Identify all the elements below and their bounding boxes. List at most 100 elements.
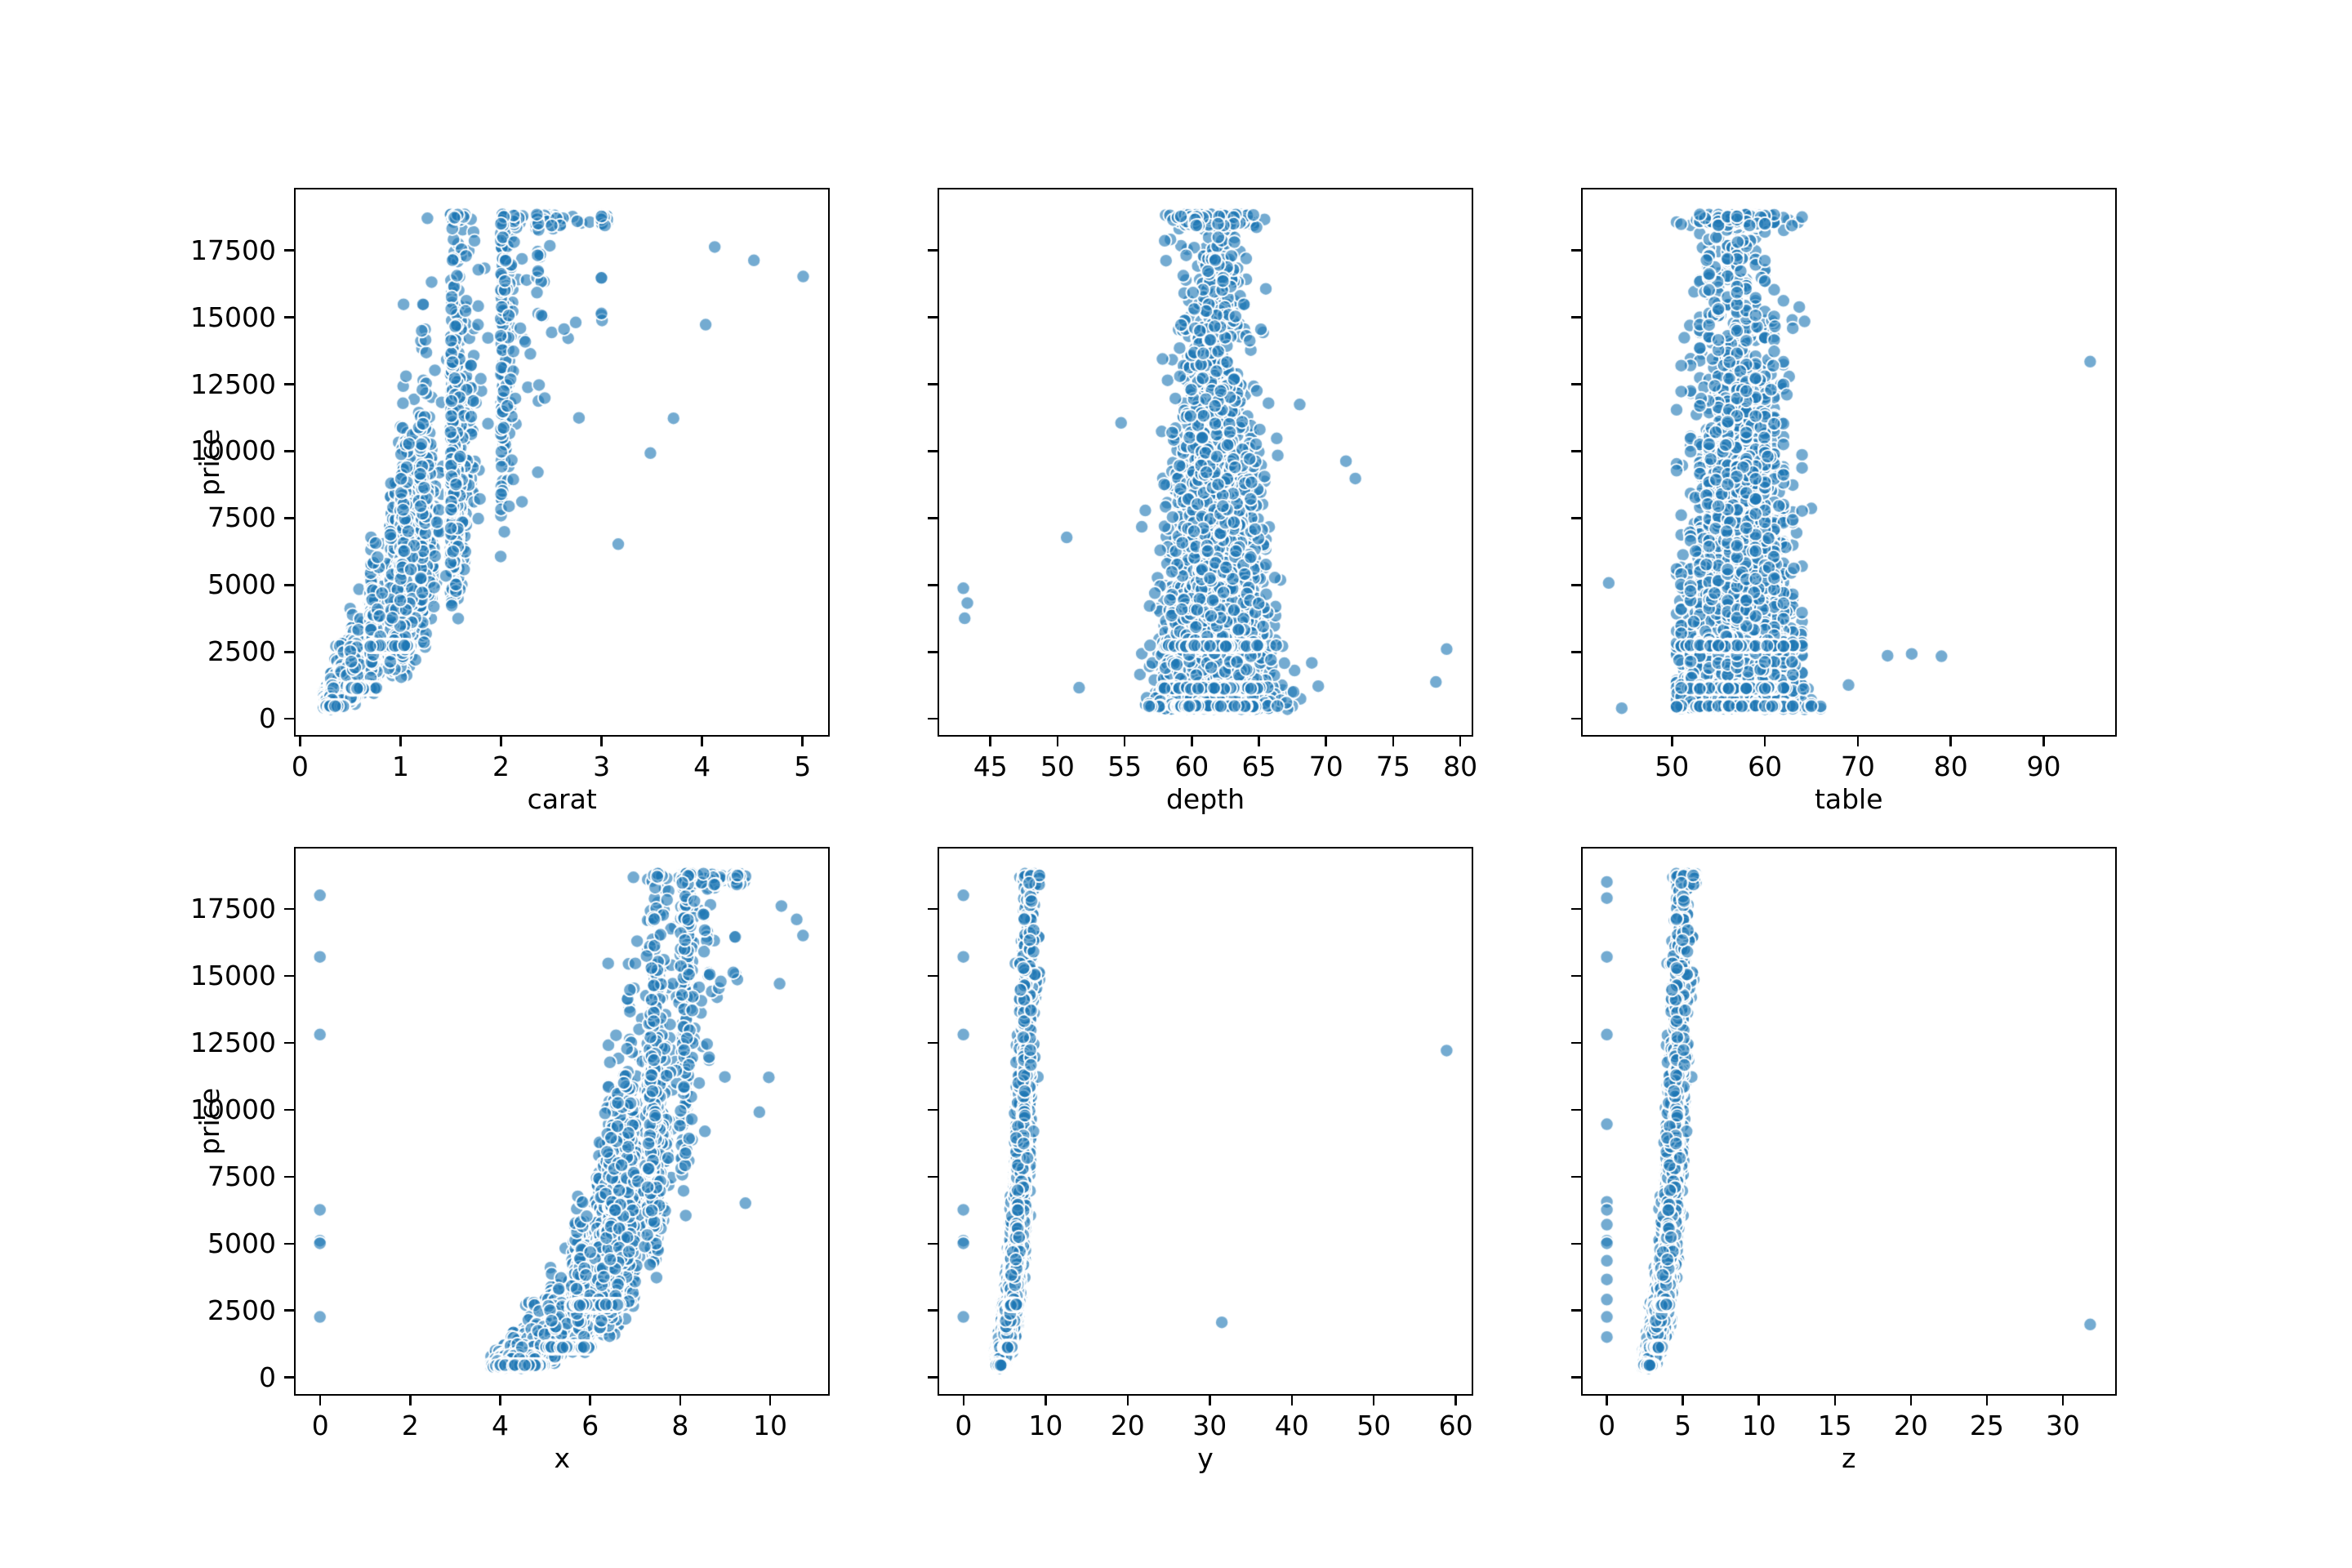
x-tick-label: 10 xyxy=(1741,1409,1776,1441)
x-axis-label-x: x xyxy=(554,1441,570,1474)
y-tick-mark xyxy=(927,717,938,720)
y-tick-mark xyxy=(284,584,294,586)
y-tick-label: 7500 xyxy=(207,1160,276,1192)
y-tick-mark xyxy=(1570,1041,1581,1045)
x-tick-mark xyxy=(1045,1395,1047,1405)
x-tick-mark xyxy=(701,737,703,747)
panel-price-vs-x xyxy=(294,846,831,1396)
y-tick-label: 2500 xyxy=(207,1294,276,1326)
x-tick-label: 45 xyxy=(973,751,1008,783)
y-tick-label: 10000 xyxy=(190,1093,276,1125)
y-tick-label: 12500 xyxy=(190,1026,276,1058)
panel-price-vs-y xyxy=(937,846,1474,1396)
x-tick-mark xyxy=(1290,1395,1293,1405)
x-tick-mark xyxy=(1985,1395,1989,1405)
x-tick-mark xyxy=(1459,737,1462,747)
y-tick-mark xyxy=(284,316,294,318)
y-tick-mark xyxy=(927,1041,938,1045)
x-tick-mark xyxy=(318,1395,322,1405)
y-tick-mark xyxy=(284,1041,294,1045)
x-tick-label: 25 xyxy=(1969,1409,2004,1441)
y-tick-mark xyxy=(284,450,294,452)
x-tick-mark xyxy=(2061,1395,2065,1405)
x-axis-label-z: z xyxy=(1842,1441,1856,1474)
x-tick-label: 2 xyxy=(401,1409,419,1441)
y-tick-mark xyxy=(927,974,938,978)
y-tick-mark xyxy=(284,383,294,385)
x-tick-mark xyxy=(499,1395,501,1405)
y-tick-label: 15000 xyxy=(190,959,276,991)
x-axis-label-depth: depth xyxy=(1165,783,1245,816)
x-tick-mark xyxy=(1606,1395,1608,1405)
y-tick-mark xyxy=(284,1376,294,1379)
x-tick-label: 0 xyxy=(311,1409,329,1441)
x-tick-label: 80 xyxy=(1933,751,1968,783)
panel-price-vs-carat xyxy=(294,188,831,737)
x-tick-label: 55 xyxy=(1107,751,1143,783)
y-tick-label: 7500 xyxy=(207,501,276,534)
x-tick-mark xyxy=(1454,1395,1457,1405)
x-tick-mark xyxy=(409,1395,412,1405)
x-tick-label: 70 xyxy=(1840,751,1875,783)
y-tick-mark xyxy=(927,584,938,586)
y-tick-mark xyxy=(1570,907,1581,911)
x-tick-label: 0 xyxy=(1598,1409,1616,1441)
x-tick-mark xyxy=(1833,1395,1837,1405)
y-tick-mark xyxy=(927,383,938,385)
y-tick-label: 2500 xyxy=(207,635,276,668)
y-tick-mark xyxy=(1570,1309,1581,1312)
x-tick-label: 10 xyxy=(1028,1409,1063,1441)
y-tick-label: 5000 xyxy=(207,1227,276,1259)
x-tick-mark xyxy=(801,737,804,747)
x-tick-label: 60 xyxy=(1748,751,1783,783)
x-tick-label: 1 xyxy=(391,751,409,783)
x-tick-mark xyxy=(1056,737,1059,747)
x-tick-mark xyxy=(1909,1395,1913,1405)
y-tick-mark xyxy=(927,1242,938,1245)
scatter-canvas-carat xyxy=(296,189,827,735)
y-tick-mark xyxy=(284,1309,294,1312)
x-tick-mark xyxy=(1191,737,1193,747)
x-tick-label: 60 xyxy=(1438,1409,1473,1441)
y-tick-label: 12500 xyxy=(190,368,276,400)
panel-price-vs-table xyxy=(1580,188,2117,737)
y-tick-mark xyxy=(927,1376,938,1379)
x-tick-mark xyxy=(1325,737,1327,747)
x-tick-mark xyxy=(589,1395,591,1405)
y-tick-mark xyxy=(927,517,938,519)
y-tick-mark xyxy=(284,517,294,519)
y-tick-mark xyxy=(284,907,294,911)
y-tick-mark xyxy=(927,1309,938,1312)
x-tick-label: 70 xyxy=(1308,751,1343,783)
x-tick-label: 50 xyxy=(1356,1409,1392,1441)
x-tick-label: 2 xyxy=(492,751,510,783)
y-tick-mark xyxy=(927,249,938,252)
y-tick-mark xyxy=(284,651,294,653)
x-tick-mark xyxy=(1372,1395,1375,1405)
x-tick-label: 3 xyxy=(593,751,611,783)
x-axis-label-y: y xyxy=(1197,1441,1214,1474)
y-tick-mark xyxy=(1570,717,1581,720)
panel-price-vs-depth xyxy=(937,188,1474,737)
y-tick-mark xyxy=(1570,517,1581,519)
x-tick-mark xyxy=(1757,1395,1760,1405)
scatter-canvas-table xyxy=(1582,189,2114,735)
y-tick-mark xyxy=(1570,974,1581,978)
y-tick-mark xyxy=(284,1242,294,1245)
scatter-canvas-y xyxy=(938,848,1471,1393)
y-tick-mark xyxy=(284,249,294,252)
x-tick-mark xyxy=(679,1395,682,1405)
x-tick-label: 5 xyxy=(1674,1409,1692,1441)
x-tick-label: 15 xyxy=(1817,1409,1852,1441)
x-tick-label: 5 xyxy=(794,751,812,783)
y-tick-label: 0 xyxy=(259,702,276,735)
panel-price-vs-z xyxy=(1580,846,2117,1396)
x-tick-label: 10 xyxy=(753,1409,787,1441)
y-tick-mark xyxy=(1570,1175,1581,1178)
x-tick-label: 8 xyxy=(671,1409,689,1441)
scatter-canvas-x xyxy=(296,848,827,1393)
x-tick-mark xyxy=(768,1395,772,1405)
x-tick-mark xyxy=(399,737,402,747)
x-tick-mark xyxy=(1392,737,1395,747)
